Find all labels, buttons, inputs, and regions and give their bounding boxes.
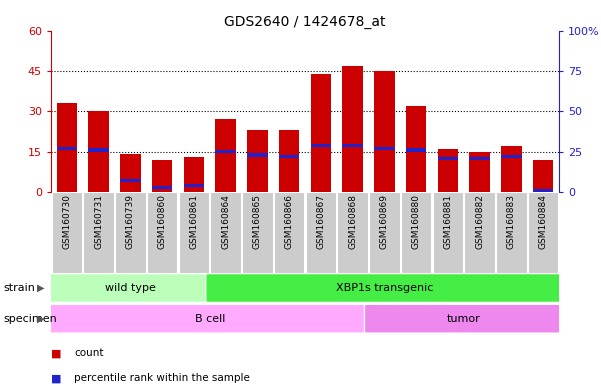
Bar xyxy=(183,184,204,187)
Bar xyxy=(120,154,141,192)
Bar xyxy=(374,147,395,150)
FancyBboxPatch shape xyxy=(206,273,563,303)
Bar xyxy=(311,74,331,192)
FancyBboxPatch shape xyxy=(364,304,563,333)
Bar xyxy=(496,192,526,273)
Text: GSM160730: GSM160730 xyxy=(63,194,72,250)
Text: GDS2640 / 1424678_at: GDS2640 / 1424678_at xyxy=(224,15,386,29)
Bar xyxy=(374,71,395,192)
Text: ■: ■ xyxy=(51,348,61,358)
Bar xyxy=(279,130,299,192)
Bar xyxy=(306,192,336,273)
Text: specimen: specimen xyxy=(3,314,56,324)
Text: GSM160865: GSM160865 xyxy=(253,194,262,250)
Bar xyxy=(501,155,522,158)
Bar xyxy=(247,130,267,192)
Text: GSM160882: GSM160882 xyxy=(475,194,484,249)
Bar xyxy=(88,111,109,192)
Bar xyxy=(56,103,78,192)
Text: GSM160731: GSM160731 xyxy=(94,194,103,250)
Bar xyxy=(274,192,304,273)
Bar xyxy=(215,119,236,192)
Bar xyxy=(279,155,299,158)
Bar xyxy=(242,192,273,273)
Bar xyxy=(337,192,368,273)
Text: GSM160867: GSM160867 xyxy=(316,194,325,250)
Bar xyxy=(406,106,427,192)
Text: B cell: B cell xyxy=(195,314,225,324)
Text: GSM160864: GSM160864 xyxy=(221,194,230,249)
Bar xyxy=(433,192,463,273)
Bar xyxy=(438,149,458,192)
Text: count: count xyxy=(74,348,103,358)
Text: GSM160884: GSM160884 xyxy=(538,194,548,249)
Text: GSM160869: GSM160869 xyxy=(380,194,389,250)
Bar xyxy=(501,146,522,192)
Bar xyxy=(120,179,141,182)
Text: ▶: ▶ xyxy=(37,283,44,293)
Bar xyxy=(183,157,204,192)
FancyBboxPatch shape xyxy=(47,304,373,333)
Text: percentile rank within the sample: percentile rank within the sample xyxy=(74,373,250,383)
FancyBboxPatch shape xyxy=(47,273,214,303)
Bar xyxy=(215,150,236,153)
Bar xyxy=(528,192,558,273)
Text: ■: ■ xyxy=(51,373,61,383)
Bar xyxy=(401,192,432,273)
Text: ▶: ▶ xyxy=(37,314,44,324)
Bar xyxy=(469,157,490,160)
Text: GSM160866: GSM160866 xyxy=(285,194,294,250)
Text: GSM160880: GSM160880 xyxy=(412,194,421,250)
Bar xyxy=(115,192,145,273)
Bar xyxy=(152,185,172,189)
Text: GSM160739: GSM160739 xyxy=(126,194,135,250)
Bar xyxy=(52,192,82,273)
Bar xyxy=(343,144,363,147)
Text: GSM160883: GSM160883 xyxy=(507,194,516,250)
Text: wild type: wild type xyxy=(105,283,156,293)
Bar xyxy=(465,192,495,273)
Text: GSM160860: GSM160860 xyxy=(157,194,166,250)
Bar xyxy=(152,160,172,192)
Bar xyxy=(210,192,241,273)
Bar xyxy=(247,153,267,157)
Text: GSM160868: GSM160868 xyxy=(348,194,357,250)
Bar xyxy=(406,149,427,152)
Bar xyxy=(88,149,109,152)
Text: tumor: tumor xyxy=(447,314,481,324)
Bar xyxy=(469,152,490,192)
Text: strain: strain xyxy=(3,283,35,293)
Bar xyxy=(178,192,209,273)
Bar xyxy=(369,192,400,273)
Bar xyxy=(56,147,78,150)
Bar xyxy=(343,66,363,192)
Bar xyxy=(438,157,458,160)
Text: XBP1s transgenic: XBP1s transgenic xyxy=(336,283,433,293)
Bar xyxy=(84,192,114,273)
Text: GSM160861: GSM160861 xyxy=(189,194,198,250)
Bar xyxy=(147,192,177,273)
Bar xyxy=(532,189,554,192)
Text: GSM160881: GSM160881 xyxy=(444,194,453,250)
Bar xyxy=(311,144,331,147)
Bar xyxy=(532,160,554,192)
